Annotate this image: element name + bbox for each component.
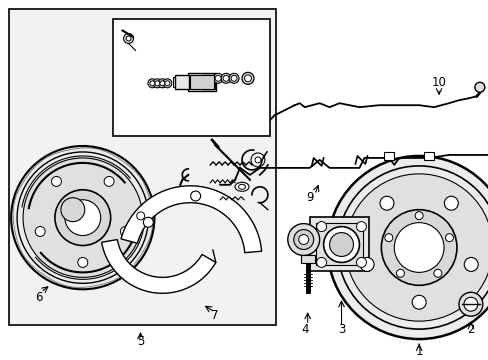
Circle shape [150, 81, 155, 86]
Circle shape [474, 82, 484, 92]
Polygon shape [121, 186, 261, 253]
Circle shape [254, 157, 261, 163]
Circle shape [381, 210, 456, 285]
Circle shape [221, 73, 231, 83]
Circle shape [411, 295, 425, 309]
Circle shape [35, 226, 45, 237]
Circle shape [458, 292, 482, 316]
Circle shape [123, 33, 133, 44]
Circle shape [356, 257, 366, 267]
Bar [190, 75, 214, 89]
Circle shape [356, 222, 366, 231]
Circle shape [78, 257, 87, 267]
Circle shape [242, 72, 253, 84]
Circle shape [160, 81, 164, 86]
Circle shape [316, 222, 326, 231]
Bar [300, 256, 314, 264]
Circle shape [164, 81, 169, 86]
Circle shape [250, 153, 264, 167]
Circle shape [120, 226, 130, 237]
Circle shape [327, 156, 488, 339]
Circle shape [190, 191, 200, 201]
Bar [9, 9, 275, 325]
Circle shape [223, 75, 228, 81]
Text: 10: 10 [431, 76, 446, 89]
Circle shape [345, 174, 488, 321]
Circle shape [143, 217, 153, 227]
Circle shape [158, 79, 166, 88]
Circle shape [228, 73, 239, 83]
Text: 6: 6 [35, 291, 42, 304]
Circle shape [231, 75, 237, 81]
Bar [175, 75, 189, 89]
Text: 3: 3 [337, 323, 345, 336]
Circle shape [337, 166, 488, 329]
Bar [188, 73, 216, 91]
Circle shape [11, 146, 154, 289]
Circle shape [65, 200, 101, 235]
Circle shape [287, 224, 319, 256]
Circle shape [148, 79, 157, 88]
Circle shape [414, 212, 422, 220]
Polygon shape [102, 239, 215, 293]
Text: 5: 5 [137, 334, 144, 347]
Circle shape [359, 257, 373, 271]
Circle shape [61, 198, 84, 222]
Ellipse shape [235, 182, 248, 191]
Circle shape [244, 75, 251, 82]
Bar [202, 75, 215, 89]
Circle shape [379, 196, 393, 210]
Circle shape [384, 234, 392, 242]
Circle shape [433, 269, 441, 277]
Ellipse shape [238, 184, 245, 189]
Circle shape [298, 235, 308, 244]
Text: 7: 7 [211, 309, 219, 322]
Circle shape [104, 176, 114, 186]
Circle shape [137, 212, 144, 220]
Circle shape [23, 158, 142, 277]
Circle shape [155, 81, 160, 86]
Text: 8: 8 [114, 92, 121, 105]
Circle shape [213, 73, 223, 83]
Text: 9: 9 [305, 191, 313, 204]
Circle shape [463, 297, 477, 311]
Text: 1: 1 [415, 345, 422, 357]
Circle shape [293, 230, 313, 249]
Text: 2: 2 [466, 323, 474, 336]
Bar [423, 152, 433, 160]
Bar [384, 152, 393, 160]
Circle shape [393, 222, 443, 273]
Circle shape [444, 196, 457, 210]
Circle shape [463, 257, 477, 271]
Circle shape [126, 36, 131, 41]
Circle shape [153, 79, 162, 88]
Text: 4: 4 [300, 323, 308, 336]
Circle shape [215, 75, 221, 81]
Bar [315, 222, 363, 265]
Bar [173, 77, 189, 87]
Circle shape [445, 234, 452, 242]
Circle shape [329, 233, 353, 256]
Circle shape [316, 257, 326, 267]
Circle shape [163, 79, 171, 88]
Circle shape [323, 226, 359, 262]
Circle shape [55, 190, 110, 246]
Circle shape [17, 152, 148, 283]
Circle shape [396, 269, 404, 277]
Bar [112, 19, 269, 136]
Circle shape [51, 176, 61, 186]
Bar [309, 217, 368, 271]
